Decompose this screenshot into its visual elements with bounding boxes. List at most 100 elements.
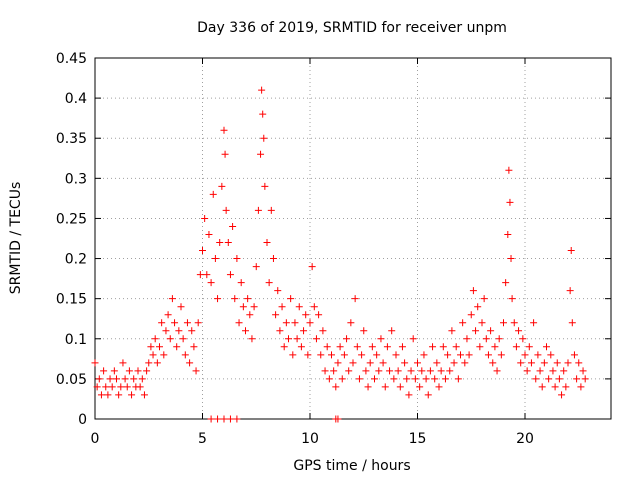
data-point (579, 367, 587, 375)
data-point (297, 343, 305, 351)
data-point (553, 359, 561, 367)
data-point (347, 319, 355, 327)
data-point (203, 271, 211, 279)
data-point (340, 351, 348, 359)
x-axis-label: GPS time / hours (293, 458, 410, 474)
data-point (493, 367, 501, 375)
data-point (181, 351, 189, 359)
data-point (254, 206, 262, 214)
data-point (381, 383, 389, 391)
data-point (523, 367, 531, 375)
data-point (272, 311, 280, 319)
data-point (302, 311, 310, 319)
data-point (207, 415, 215, 423)
data-point (319, 327, 327, 335)
data-point (149, 351, 157, 359)
data-point (119, 359, 127, 367)
data-point (121, 375, 129, 383)
data-point (239, 303, 247, 311)
data-point (334, 415, 342, 423)
data-point (515, 327, 523, 335)
data-point (143, 367, 151, 375)
data-point (573, 375, 581, 383)
data-point (222, 206, 230, 214)
data-point (168, 295, 176, 303)
data-point (269, 255, 277, 263)
data-point (431, 375, 439, 383)
data-point (306, 319, 314, 327)
grid-lines (95, 58, 611, 419)
data-point (454, 375, 462, 383)
data-point (401, 359, 409, 367)
data-point (332, 383, 340, 391)
data-point (192, 367, 200, 375)
data-point (543, 343, 550, 351)
data-point (257, 150, 265, 158)
data-point (358, 351, 366, 359)
data-point (158, 319, 166, 327)
y-tick-label: 0.2 (65, 252, 87, 268)
data-point (555, 375, 563, 383)
data-point (128, 391, 136, 399)
data-point (472, 327, 480, 335)
data-point (136, 383, 144, 391)
data-point (282, 319, 290, 327)
data-point (505, 166, 513, 174)
data-point (570, 351, 578, 359)
data-point (285, 335, 292, 343)
data-point (349, 359, 357, 367)
data-point (398, 343, 406, 351)
data-point (248, 335, 256, 343)
data-point (567, 247, 575, 255)
data-point (312, 335, 320, 343)
data-point (308, 263, 316, 271)
data-point (480, 295, 488, 303)
data-point (91, 359, 99, 367)
data-point (336, 343, 344, 351)
data-point (274, 287, 282, 295)
data-point (330, 367, 338, 375)
data-point (190, 343, 198, 351)
data-point (581, 375, 589, 383)
data-point (534, 351, 542, 359)
data-point (388, 327, 396, 335)
data-point (244, 295, 252, 303)
data-point (304, 351, 312, 359)
data-point (420, 351, 428, 359)
data-point (125, 367, 133, 375)
data-point (379, 359, 387, 367)
data-point (562, 383, 570, 391)
data-point (220, 126, 228, 134)
data-point (233, 415, 241, 423)
data-point (221, 150, 229, 158)
data-point (171, 319, 179, 327)
data-point (527, 359, 535, 367)
y-axis-label: SRMTID / TECUs (8, 182, 24, 295)
data-point (226, 271, 234, 279)
data-point (259, 110, 267, 118)
data-point (179, 335, 187, 343)
data-point (242, 327, 249, 335)
data-point (577, 383, 585, 391)
data-point (416, 383, 424, 391)
data-point (321, 367, 329, 375)
data-point (100, 367, 108, 375)
x-tick-label: 20 (516, 431, 534, 447)
data-point (459, 319, 467, 327)
data-point (392, 351, 400, 359)
data-point (261, 182, 269, 190)
data-point (547, 351, 555, 359)
data-point (250, 303, 258, 311)
data-point (216, 239, 224, 247)
data-point (519, 335, 527, 343)
data-point (540, 359, 548, 367)
data-point (414, 359, 421, 367)
data-point (396, 383, 404, 391)
data-point (351, 295, 359, 303)
data-point (138, 375, 146, 383)
data-point (474, 303, 482, 311)
data-point (502, 279, 510, 287)
data-point (97, 391, 105, 399)
data-point (446, 367, 454, 375)
